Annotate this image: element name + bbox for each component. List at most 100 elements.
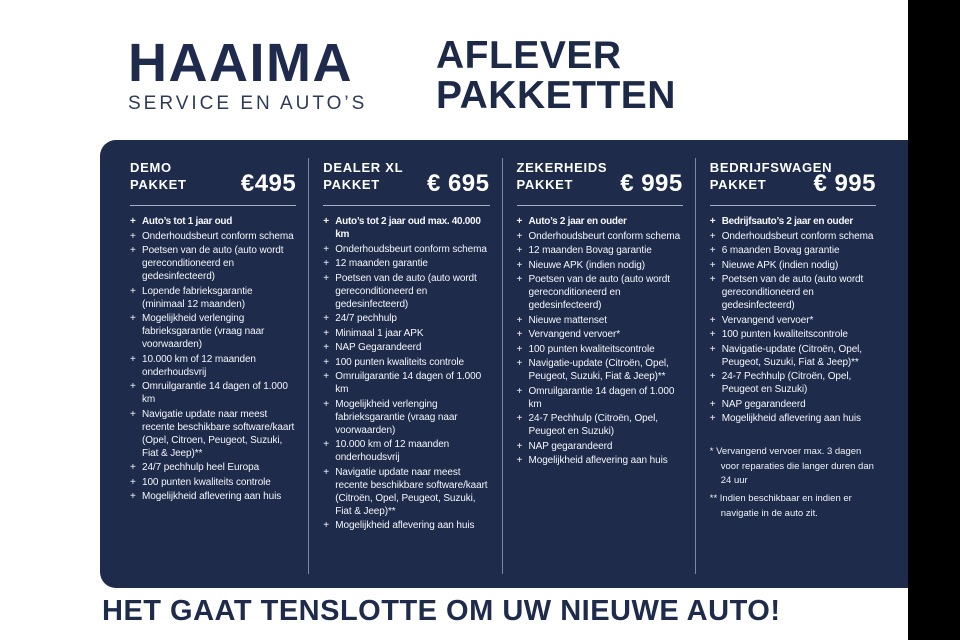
plus-bullet-icon: + (130, 245, 136, 256)
feature-item: + NAP gegarandeerd (710, 398, 876, 411)
feature-text: 24-7 Pechhulp (Citroën, Opel, Peugeot en… (721, 371, 852, 395)
plus-bullet-icon: + (709, 230, 716, 242)
feature-list: + Bedrijfsauto’s 2 jaar en ouder + Onderhou… (710, 215, 876, 425)
feature-text: 24/7 pechhulp (335, 313, 397, 324)
plus-bullet-icon: + (709, 413, 716, 424)
feature-text: Poetsen van de auto (auto wordt gerecond… (335, 272, 477, 310)
feature-text: Onderhoudsbeurt conform schema (528, 230, 681, 242)
package-header: BEDRIJFSWAGEN PAKKET € 995 (710, 160, 876, 197)
feature-text: Navigatie-update (Citroën, Opel, Peugeot… (528, 358, 669, 382)
package-name-line1: BEDRIJFSWAGEN (709, 160, 833, 175)
plus-bullet-icon: + (323, 327, 329, 339)
package-title-divider (516, 205, 683, 206)
brand-logo: HAAIMA SERVICE EN AUTO’S (128, 36, 367, 115)
feature-item: + Omruilgarantie 14 dagen of 1.000 km (323, 370, 489, 396)
feature-item: + Vervangend vervoer* (517, 328, 683, 341)
package-name: BEDRIJFSWAGEN PAKKET (710, 160, 876, 194)
footer-slogan: HET GAAT TENSLOTTE OM UW NIEUWE AUTO! (102, 595, 781, 627)
page-title: AFLEVER PAKKETTEN (436, 34, 676, 116)
plus-bullet-icon: + (323, 342, 329, 353)
plus-bullet-icon: + (709, 343, 716, 355)
feature-item: + Navigatie update naar meest recente bes… (130, 408, 296, 460)
feature-text: 6 maanden Bovag garantie (721, 245, 840, 256)
feature-text: Omruilgarantie 14 dagen of 1.000 km (335, 371, 482, 395)
package-name-line1: DEALER XL (323, 160, 404, 175)
plus-bullet-icon: + (516, 314, 523, 326)
plus-bullet-icon: + (130, 476, 136, 488)
feature-item: + Onderhoudsbeurt conform schema (323, 243, 489, 256)
package-price: € 995 (813, 170, 876, 197)
package-name-line2: PAKKET (516, 176, 574, 192)
feature-text: Mogelijkheid aflevering aan huis (528, 455, 668, 466)
plus-bullet-icon: + (130, 408, 136, 420)
package-column-demo: DEMO PAKKET €495 + Auto’s tot 1 jaar oud + O… (130, 158, 308, 574)
plus-bullet-icon: + (516, 358, 523, 369)
plus-bullet-icon: + (709, 259, 716, 271)
package-column-bedrijfswagen: BEDRIJFSWAGEN PAKKET € 995 + Bedrijfsauto’… (694, 158, 888, 574)
feature-text: Poetsen van de auto (auto wordt gerecond… (528, 274, 671, 311)
feature-text: Vervangend vervoer* (721, 314, 814, 326)
plus-bullet-icon: + (130, 491, 136, 502)
package-header: DEMO PAKKET €495 (130, 160, 296, 197)
plus-bullet-icon: + (516, 230, 523, 242)
feature-item: + Nieuwe mattenset (517, 314, 683, 327)
feature-text: 10.000 km of 12 maanden onderhoudsvrij (142, 353, 256, 378)
plus-bullet-icon: + (709, 245, 716, 256)
plus-bullet-icon: + (323, 272, 329, 284)
plus-bullet-icon: + (130, 230, 136, 242)
feature-text: Omruilgarantie 14 dagen of 1.000 km (142, 381, 288, 405)
feature-text: Onderhoudsbeurt conform schema (142, 230, 294, 242)
feature-text: Omruilgarantie 14 dagen of 1.000 km (528, 385, 675, 410)
feature-item: + Navigatie-update (Citroën, Opel, Peugeo… (710, 343, 876, 369)
feature-list: + Auto’s 2 jaar en ouder + Onderhoudsbeurt … (517, 215, 683, 467)
page-title-line1: AFLEVER (436, 34, 622, 77)
package-name-line2: PAKKET (323, 176, 380, 192)
feature-text: 10.000 km of 12 maanden onderhoudsvrij (335, 439, 450, 463)
feature-item: +24/7 pechhulp (323, 312, 489, 325)
feature-text: Navigatie update naar meest recente besc… (142, 408, 295, 459)
feature-text: Auto’s 2 jaar en ouder (528, 216, 627, 227)
feature-item: + Lopende fabrieksgarantie (minimaal 12 m… (130, 285, 296, 311)
feature-text: Bedrijfsauto’s 2 jaar en ouder (721, 216, 854, 227)
plus-bullet-icon: + (323, 313, 329, 324)
plus-bullet-icon: + (516, 385, 523, 397)
feature-item: + Minimaal 1 jaar APK (323, 327, 489, 340)
package-title-divider (130, 205, 297, 206)
feature-item: +24/7 pechhulp heel Europa (130, 461, 296, 474)
feature-item: + Navigatie update naar meest recente bes… (323, 466, 489, 518)
plus-bullet-icon: + (130, 313, 136, 324)
feature-text: Auto’s tot 2 jaar oud max. 40.000 km (335, 216, 481, 240)
plus-bullet-icon: + (323, 439, 329, 450)
feature-item: + Bedrijfsauto’s 2 jaar en ouder (710, 215, 876, 228)
feature-item: + Poetsen van de auto (auto wordt gerecon… (130, 244, 296, 283)
feature-item: + Nieuwe APK (indien nodig) (710, 259, 876, 272)
feature-item: +100 punten kwaliteitscontrole (517, 343, 683, 356)
plus-bullet-icon: + (323, 520, 329, 531)
feature-list: + Auto’s tot 1 jaar oud + Onderhoudsbeurt c… (130, 215, 296, 503)
feature-item: +10.000 km of 12 maanden onderhoudsvrij (130, 353, 296, 379)
plus-bullet-icon: + (130, 381, 136, 392)
package-name: ZEKERHEIDS PAKKET (517, 160, 683, 194)
plus-bullet-icon: + (130, 462, 136, 473)
feature-item: +10.000 km of 12 maanden onderhoudsvrij (323, 438, 489, 464)
feature-text: Nieuwe mattenset (528, 314, 608, 326)
plus-bullet-icon: + (516, 343, 523, 355)
package-name: DEALER XL PAKKET (323, 160, 489, 194)
feature-text: Minimaal 1 jaar APK (335, 327, 424, 339)
plus-bullet-icon: + (516, 259, 523, 271)
plus-bullet-icon: + (323, 371, 329, 382)
feature-text: 24/7 pechhulp heel Europa (142, 462, 260, 473)
feature-item: + Nieuwe APK (indien nodig) (517, 259, 683, 272)
feature-text: Vervangend vervoer* (528, 329, 621, 340)
feature-item: + Navigatie-update (Citroën, Opel, Peugeo… (517, 357, 683, 383)
plus-bullet-icon: + (323, 398, 329, 410)
feature-text: Navigatie-update (Citroën, Opel, Peugeot… (721, 343, 862, 368)
feature-item: +12 maanden garantie (323, 257, 489, 270)
package-column-zekerheids: ZEKERHEIDS PAKKET € 995 + Auto’s 2 jaar en… (501, 158, 695, 574)
feature-item: + Omruilgarantie 14 dagen of 1.000 km (517, 385, 683, 411)
feature-item: + Auto’s tot 1 jaar oud (130, 215, 296, 228)
feature-text: Poetsen van de auto (auto wordt gerecond… (721, 274, 864, 311)
feature-text: 12 maanden garantie (335, 258, 428, 269)
plus-bullet-icon: + (516, 413, 523, 424)
feature-item: + Mogelijkheid verlenging fabrieksgaranti… (130, 312, 296, 351)
